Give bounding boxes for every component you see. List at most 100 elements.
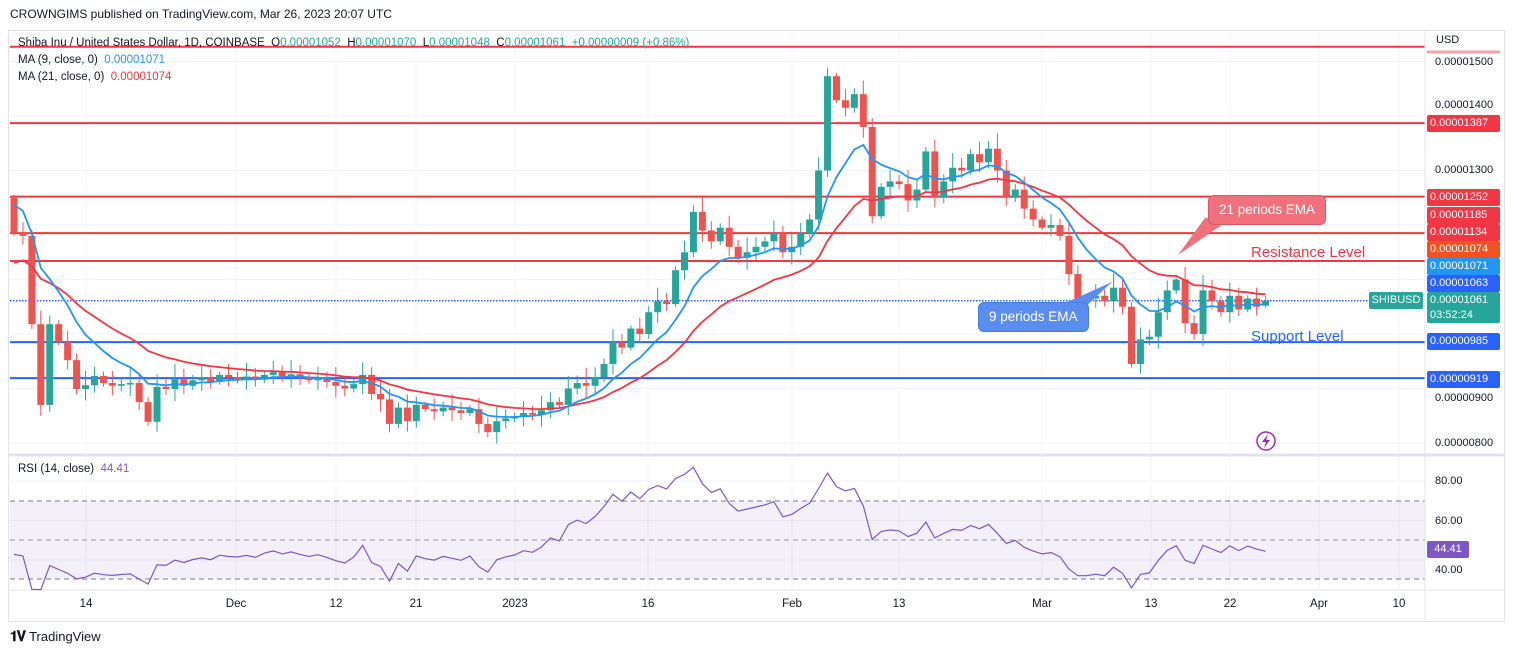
candle-down bbox=[1119, 278, 1127, 315]
candle-up bbox=[886, 169, 894, 197]
price-label-resistance: 0.00001252 bbox=[1427, 189, 1500, 206]
candle-body bbox=[314, 378, 322, 381]
candle-down bbox=[484, 417, 492, 438]
candle-body bbox=[1136, 339, 1144, 364]
candle-body bbox=[600, 363, 608, 378]
candle-body bbox=[984, 148, 992, 163]
price-label-level: 0.00001063 bbox=[1427, 275, 1500, 292]
candle-body bbox=[993, 148, 1001, 171]
candle-body bbox=[734, 246, 742, 258]
candle-body bbox=[55, 324, 63, 343]
candle-body bbox=[403, 407, 411, 422]
candle-body bbox=[73, 360, 81, 390]
footer[interactable]: 𝟏𝐕 TradingView bbox=[10, 628, 101, 645]
candle-body bbox=[234, 377, 241, 380]
lightning-icon[interactable] bbox=[1256, 431, 1276, 451]
ma9-label: MA (9, close, 0) bbox=[18, 54, 98, 66]
ma9-row[interactable]: MA (9, close, 0) 0.00001071 bbox=[18, 52, 689, 69]
candle-body bbox=[591, 377, 599, 386]
candle-up bbox=[126, 368, 134, 396]
candle-up bbox=[90, 366, 98, 393]
time-tick: Feb bbox=[782, 598, 802, 610]
candle-body bbox=[663, 301, 671, 305]
high-value: 0.00001070 bbox=[355, 37, 417, 49]
candle-down bbox=[10, 194, 18, 236]
candle-body bbox=[1029, 208, 1037, 220]
candle-up bbox=[269, 360, 277, 385]
change-value: +0.00000009 (+0.86%) bbox=[571, 37, 690, 49]
symbol-title[interactable]: Shiba Inu / United States Dollar, 1D, CO… bbox=[18, 37, 265, 49]
ma9-value: 0.00001071 bbox=[104, 54, 166, 66]
candle-up bbox=[797, 222, 805, 256]
candle-body bbox=[1110, 287, 1118, 302]
candle-up bbox=[573, 375, 581, 395]
candle-body bbox=[1154, 312, 1162, 337]
candle-down bbox=[296, 365, 304, 386]
candle-body bbox=[1172, 279, 1180, 291]
candle-body bbox=[627, 328, 635, 348]
rsi-legend[interactable]: RSI (14, close) 44.41 bbox=[18, 463, 129, 475]
time-tick: 13 bbox=[892, 598, 906, 610]
candle-body bbox=[1226, 295, 1234, 313]
candle-up bbox=[770, 220, 778, 252]
candle-up bbox=[654, 287, 662, 324]
candle-body bbox=[520, 413, 528, 417]
resistance-level-label[interactable]: Resistance Level bbox=[1251, 244, 1366, 261]
candle-body bbox=[135, 383, 143, 403]
time-tick: Apr bbox=[1310, 598, 1328, 610]
price-tick: 0.00000900 bbox=[1435, 392, 1494, 404]
candle-up bbox=[46, 315, 54, 412]
candle-down bbox=[555, 397, 563, 409]
open-label: O bbox=[271, 37, 281, 49]
close-value: 0.00001061 bbox=[504, 37, 566, 49]
ma21-row[interactable]: MA (21, close, 0) 0.00001074 bbox=[18, 69, 689, 86]
candle-down bbox=[108, 371, 116, 396]
candle-down bbox=[180, 368, 188, 395]
ema21-callout[interactable]: 21 periods EMA bbox=[1208, 195, 1327, 225]
candle-down bbox=[1056, 219, 1064, 241]
candle-body bbox=[1145, 336, 1153, 340]
candle-up bbox=[359, 362, 367, 395]
candle-up bbox=[564, 375, 572, 415]
candle-up bbox=[716, 223, 724, 245]
candle-body bbox=[931, 151, 939, 198]
candle-up bbox=[1262, 295, 1270, 308]
time-tick: Mar bbox=[1032, 598, 1052, 610]
candle-body bbox=[412, 404, 420, 422]
candle-down bbox=[868, 118, 876, 224]
candle-body bbox=[99, 375, 107, 384]
candle-up bbox=[466, 405, 474, 417]
candle-up bbox=[439, 401, 447, 417]
candle-down bbox=[234, 371, 241, 384]
candle-down bbox=[99, 371, 107, 387]
candle-up bbox=[216, 371, 224, 385]
rsi-value: 44.41 bbox=[100, 463, 130, 475]
support-level-label[interactable]: Support Level bbox=[1251, 328, 1344, 345]
candle-body bbox=[654, 301, 662, 313]
candle-body bbox=[770, 233, 778, 242]
close-label: C bbox=[496, 37, 505, 49]
candle-down bbox=[28, 229, 36, 329]
currency-label[interactable]: USD bbox=[1436, 34, 1460, 46]
candle-up bbox=[913, 180, 921, 208]
candle-body bbox=[430, 409, 438, 412]
time-tick: 22 bbox=[1223, 598, 1237, 610]
candle-body bbox=[180, 379, 188, 386]
candle-body bbox=[225, 374, 233, 378]
candle-down bbox=[144, 397, 152, 426]
candle-body bbox=[144, 402, 152, 422]
candle-down bbox=[341, 375, 349, 397]
ema9-callout[interactable]: 9 periods EMA bbox=[978, 302, 1089, 332]
candle-body bbox=[1038, 219, 1046, 228]
candle-body bbox=[922, 151, 930, 190]
candle-down bbox=[64, 330, 72, 370]
candle-body bbox=[868, 126, 876, 217]
candle-up bbox=[1154, 297, 1162, 349]
ma21-label: MA (21, close, 0) bbox=[18, 71, 105, 83]
candle-down bbox=[841, 89, 849, 117]
price-tick: 0.00001300 bbox=[1435, 164, 1494, 176]
candle-body bbox=[1065, 235, 1073, 275]
candle-body bbox=[895, 181, 903, 185]
candle-body bbox=[162, 386, 170, 390]
